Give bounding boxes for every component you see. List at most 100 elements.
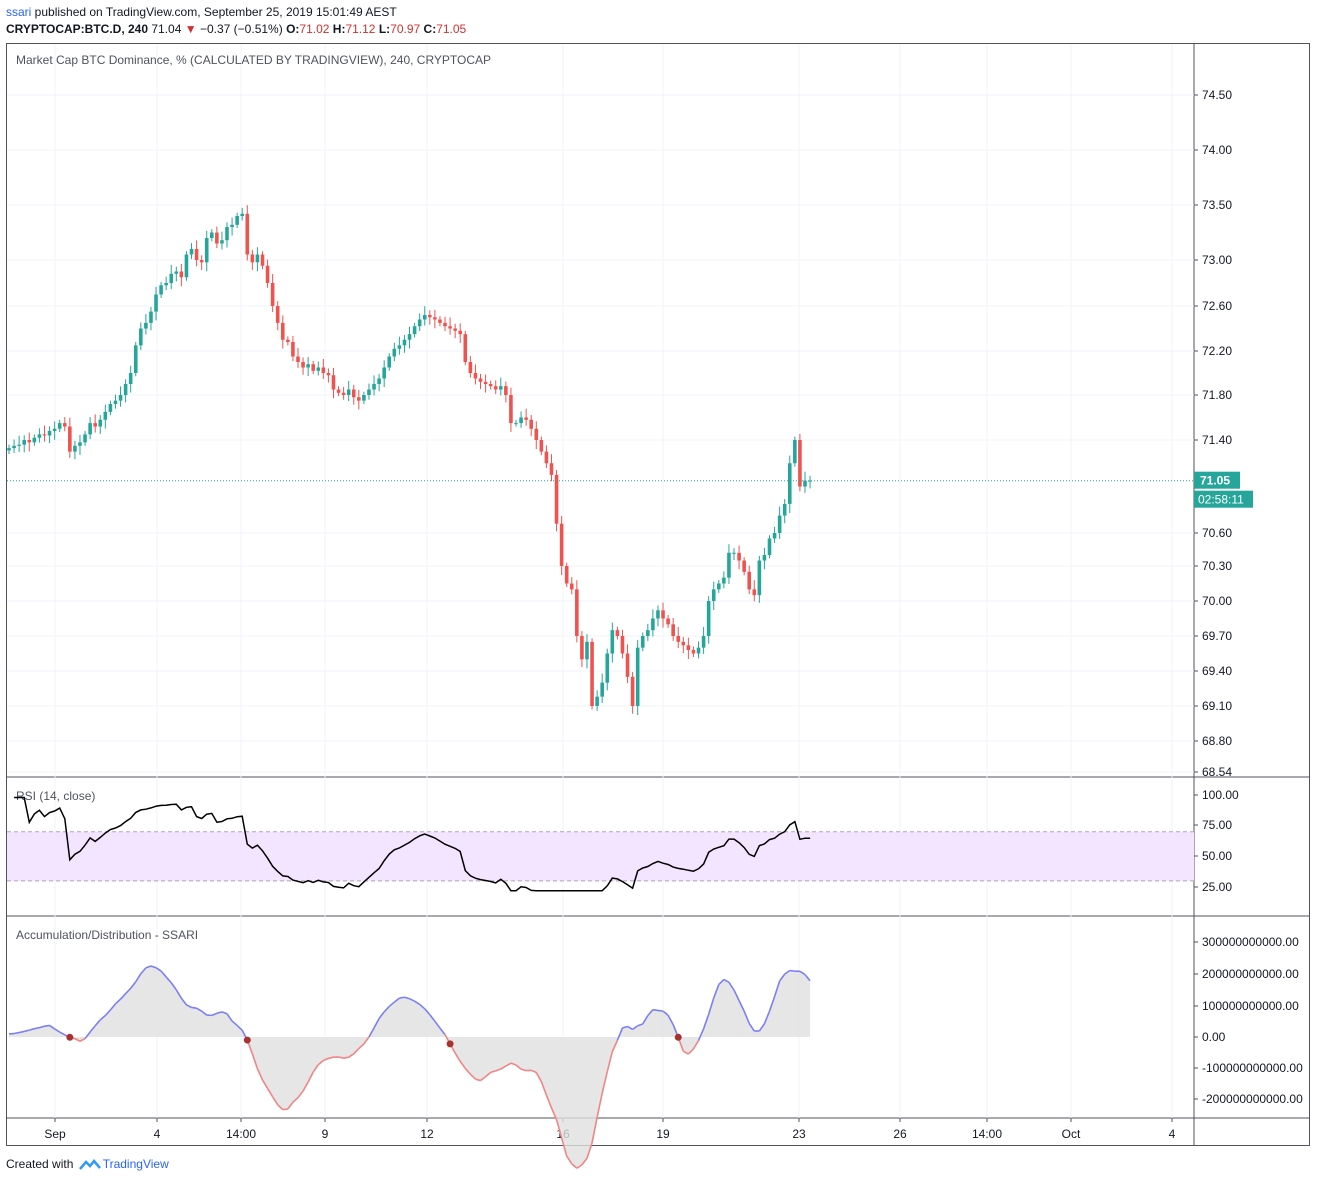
candle [514, 419, 518, 427]
candle [493, 380, 498, 395]
candle-body [793, 440, 797, 464]
ad-segment [297, 1090, 304, 1099]
x-tick-label: 23 [792, 1127, 806, 1141]
ad-segment [302, 1081, 309, 1092]
chart-frame [6, 43, 1310, 1146]
candle-body [620, 636, 625, 654]
candle-body [260, 254, 265, 266]
candle [620, 629, 625, 659]
candle-body [346, 389, 351, 395]
ad-segment [145, 965, 152, 969]
ad-cross-marker [66, 1033, 74, 1041]
candle-body [108, 404, 113, 412]
candle [793, 436, 797, 467]
ad-segment [216, 1011, 223, 1015]
candle [37, 428, 42, 443]
candle [286, 336, 290, 346]
price-tick-label: 74.50 [1202, 88, 1232, 102]
publisher-username[interactable]: ssari [6, 5, 32, 19]
price-tick-label: 68.80 [1202, 734, 1232, 748]
ad-segment [358, 1043, 365, 1050]
close-label: C: [423, 22, 437, 36]
ad-segment [170, 982, 177, 991]
candle-body [98, 419, 103, 427]
candle-body [204, 238, 209, 263]
candle-body [412, 326, 417, 335]
ad-segment [469, 1073, 476, 1080]
candle-body [118, 395, 123, 401]
candle-body [443, 322, 447, 327]
candle [564, 562, 569, 587]
candle-body [42, 434, 47, 436]
candle-body [351, 389, 356, 398]
candle [640, 632, 645, 652]
ad-segment [510, 1062, 517, 1066]
symbol-label[interactable]: CRYPTOCAP:BTC.D, 240 [6, 22, 149, 36]
last-price-label: 71.05 [1200, 474, 1230, 488]
candle-body [722, 577, 726, 584]
candle [250, 249, 255, 270]
ad-segment [632, 1025, 639, 1031]
candle [194, 240, 199, 267]
candle-body [600, 682, 604, 697]
candle [504, 381, 508, 403]
candle-body [585, 641, 589, 660]
candle-body [387, 356, 392, 368]
ad-segment [104, 1009, 111, 1017]
candle-body [397, 345, 402, 349]
candle [478, 373, 483, 390]
candle [255, 247, 260, 272]
candle-body [189, 249, 194, 255]
ad-segment [662, 1010, 669, 1016]
ad-segment [692, 1040, 700, 1050]
price-tick-label: 73.00 [1202, 253, 1232, 267]
candle-body [7, 448, 11, 451]
candle-body [767, 538, 772, 555]
candle-body [210, 232, 214, 238]
candle-body [711, 589, 716, 601]
candle-body [47, 431, 52, 436]
candle-body [422, 315, 427, 320]
candle-body [311, 364, 315, 371]
ad-segment [606, 1051, 614, 1072]
tradingview-brand-link[interactable]: TradingView [102, 1157, 169, 1171]
candle-body [372, 384, 376, 390]
ad-segment [712, 984, 720, 999]
candle [458, 323, 463, 343]
ad-segment [591, 1117, 598, 1144]
candle [235, 212, 239, 229]
candle-body [651, 618, 655, 631]
candle [377, 373, 381, 392]
candle [12, 439, 16, 454]
candle [128, 365, 133, 393]
candle-body [676, 636, 681, 642]
candle [189, 243, 194, 260]
candle [154, 286, 158, 321]
candle-body [661, 610, 665, 619]
candle [326, 368, 331, 383]
ad-segment [130, 981, 137, 989]
countdown-badge [1194, 490, 1253, 508]
ad-segment [566, 1155, 573, 1165]
x-tick-label: 19 [656, 1127, 670, 1141]
ad-segment [784, 969, 791, 975]
ad-segment [622, 1025, 628, 1029]
x-tick-label: Sep [44, 1127, 66, 1141]
ad-segment [186, 1004, 192, 1009]
candle-body [27, 440, 32, 443]
low-label: L: [378, 22, 391, 36]
candle-body [179, 271, 184, 278]
candle [585, 634, 589, 669]
candle [260, 251, 265, 270]
candle-body [78, 442, 82, 446]
candle [346, 380, 351, 402]
candle-body [798, 440, 802, 487]
candle [691, 646, 696, 657]
candle-body [144, 322, 148, 329]
ad-tick-label: 200000000000.00 [1202, 967, 1299, 981]
candle-body [154, 294, 158, 312]
candle-body [468, 362, 473, 373]
candle-body [296, 356, 300, 362]
candle [174, 266, 179, 282]
